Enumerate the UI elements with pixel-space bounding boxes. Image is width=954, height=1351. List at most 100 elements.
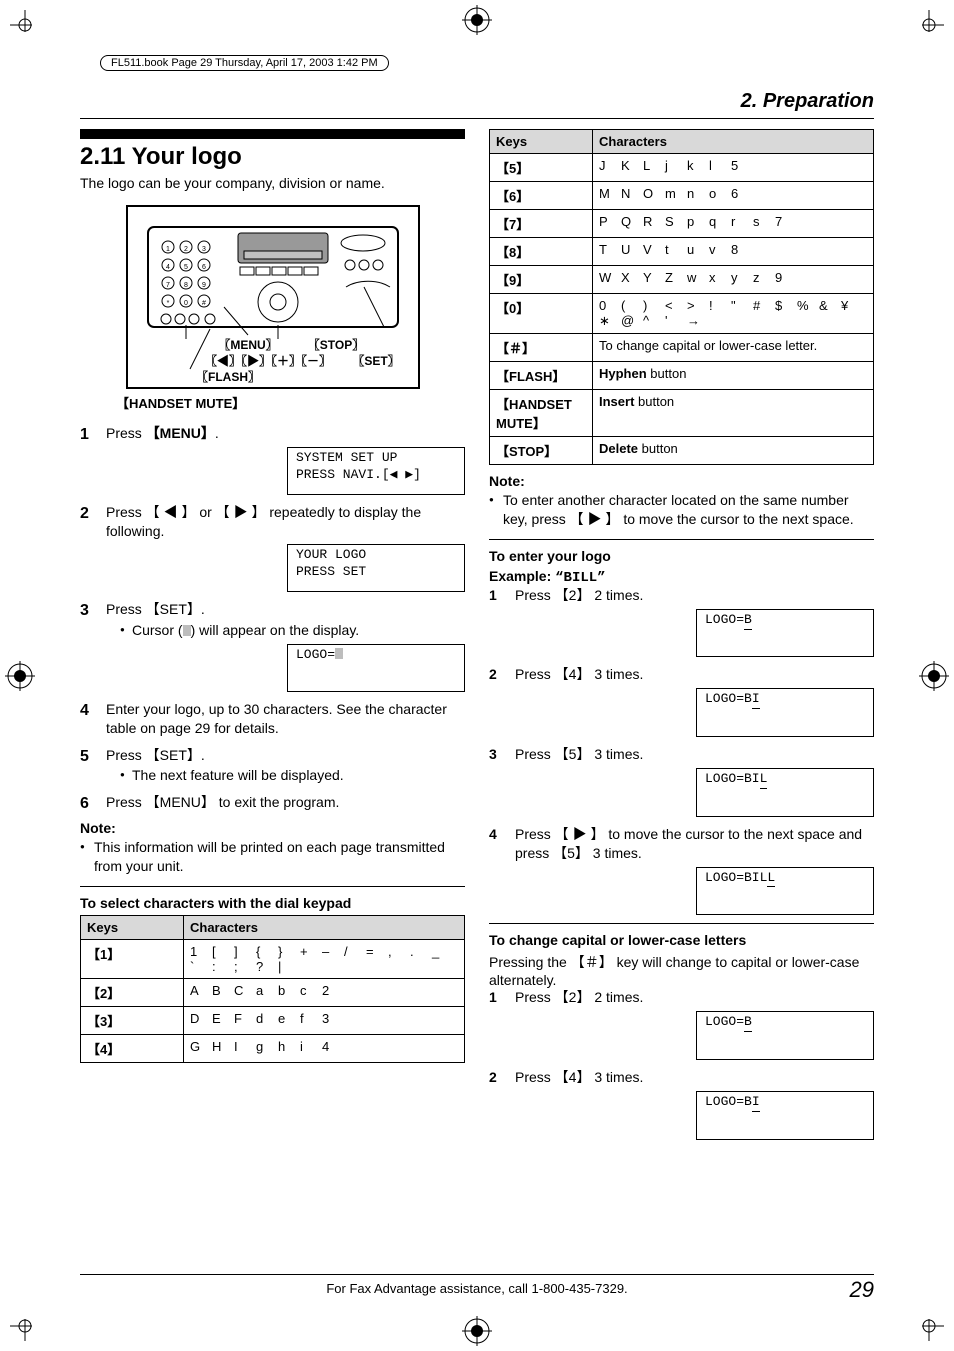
char-cell: ^ xyxy=(643,313,665,329)
char-cell: M xyxy=(599,186,621,201)
char-cell: & xyxy=(819,298,841,313)
char-cell: S xyxy=(665,214,687,229)
char-cell: j xyxy=(665,158,687,173)
step-1: Press 【MENU】. SYSTEM SET UP PRESS NAVI.[… xyxy=(80,424,465,495)
lcd-display: LOGO= xyxy=(287,644,465,692)
step-text: Press 【2】 2 times. xyxy=(515,989,643,1005)
page-number: 29 xyxy=(850,1277,874,1303)
char-cell: K xyxy=(621,158,643,173)
step-text: Press 【 ◀ 】 or 【 ▶ 】 repeatedly to displ… xyxy=(106,504,421,539)
chars-cell: JKLjkl5 xyxy=(593,154,874,182)
char-cell: ∗ xyxy=(599,313,621,329)
table-row: 【STOP】Delete button xyxy=(490,437,874,465)
svg-text:4: 4 xyxy=(166,264,170,271)
lcd-display: LOGO=B xyxy=(696,1011,874,1060)
char-cell: h xyxy=(278,1039,300,1054)
table-row: 【6】MNOmno6 xyxy=(490,182,874,210)
example-value: “BILL” xyxy=(555,570,605,586)
svg-text:3: 3 xyxy=(202,246,206,253)
char-cell: D xyxy=(190,1011,212,1026)
fig-label-nav: 〖◀〗〖▶〗〖＋〗〖－〗 xyxy=(204,353,330,368)
footer-text: For Fax Advantage assistance, call 1-800… xyxy=(326,1281,627,1296)
cursor-icon xyxy=(335,648,343,659)
key-cell: 【0】 xyxy=(490,294,593,334)
step-text: Press 【SET】. xyxy=(106,747,205,763)
key-cell: 【6】 xyxy=(490,182,593,210)
table-row: 【3】DEFdef3 xyxy=(81,1007,465,1035)
lcd-display: LOGO=BI xyxy=(696,1091,874,1140)
char-cell: 9 xyxy=(775,270,797,285)
key-cell: 【STOP】 xyxy=(490,437,593,465)
step: Press 【2】 2 times. LOGO=B xyxy=(489,586,874,658)
chapter-title: 2. Preparation xyxy=(80,90,874,113)
char-cell: ! xyxy=(709,298,731,313)
table-row: 【2】ABCabc2 xyxy=(81,979,465,1007)
table-header: Characters xyxy=(184,916,465,940)
svg-text:7: 7 xyxy=(166,282,170,289)
step-3: Press 【SET】. Cursor () will appear on th… xyxy=(80,600,465,692)
char-cell: . xyxy=(410,944,432,959)
sub-heading: To select characters with the dial keypa… xyxy=(80,895,465,911)
key-cell: 【5】 xyxy=(490,154,593,182)
note-list: This information will be printed on each… xyxy=(80,838,465,876)
chars-cell: GHIghi4 xyxy=(184,1035,465,1063)
svg-text:#: # xyxy=(202,300,206,307)
step: Press 【4】 3 times. LOGO=BI xyxy=(489,665,874,737)
char-cell: 4 xyxy=(322,1039,344,1054)
step-4: Enter your logo, up to 30 characters. Se… xyxy=(80,700,465,738)
step-text: Press 【 ▶ 】 to move the cursor to the ne… xyxy=(515,826,862,861)
sub-bullet: The next feature will be displayed. xyxy=(106,766,465,785)
divider xyxy=(80,118,874,119)
char-cell: N xyxy=(621,186,643,201)
char-cell: 5 xyxy=(731,158,753,173)
registration-mark-icon xyxy=(462,1316,492,1346)
step-2: Press 【 ◀ 】 or 【 ▶ 】 repeatedly to displ… xyxy=(80,503,465,593)
divider xyxy=(80,886,465,887)
char-cell: m xyxy=(665,186,687,201)
key-cell: 【2】 xyxy=(81,979,184,1007)
note-heading: Note: xyxy=(80,820,465,836)
char-cell: } xyxy=(278,944,300,959)
chars-cell: Hyphen button xyxy=(593,362,874,390)
char-cell: U xyxy=(621,242,643,257)
chars-cell: Insert button xyxy=(593,390,874,437)
char-cell: V xyxy=(643,242,665,257)
key-cell: 【9】 xyxy=(490,266,593,294)
char-cell: J xyxy=(599,158,621,173)
chars-cell: TUVtuv8 xyxy=(593,238,874,266)
char-cell: = xyxy=(366,944,388,959)
fig-label-flash: 〖FLASH〗 xyxy=(196,369,260,384)
char-cell: ¥ xyxy=(841,298,863,313)
section-bar xyxy=(80,129,465,139)
char-cell: F xyxy=(234,1011,256,1026)
char-cell: b xyxy=(278,983,300,998)
char-cell: { xyxy=(256,944,278,959)
char-cell: # xyxy=(753,298,775,313)
running-head: FL511.book Page 29 Thursday, April 17, 2… xyxy=(100,55,389,71)
char-cell: f xyxy=(300,1011,322,1026)
table-row: 【FLASH】Hyphen button xyxy=(490,362,874,390)
chars-cell: To change capital or lower-case letter. xyxy=(593,334,874,362)
lcd-display: LOGO=BILL xyxy=(696,867,874,916)
char-cell: C xyxy=(234,983,256,998)
svg-text:1: 1 xyxy=(166,246,170,253)
sub-heading: To enter your logo xyxy=(489,548,874,564)
char-cell: O xyxy=(643,186,665,201)
sub-heading: To change capital or lower-case letters xyxy=(489,932,874,948)
step-text: Press 【MENU】 to exit the program. xyxy=(106,794,339,810)
char-cell: 1 xyxy=(190,944,212,959)
char-cell: I xyxy=(234,1039,256,1054)
note-item: To enter another character located on th… xyxy=(489,491,874,529)
enter-logo-steps: Press 【2】 2 times. LOGO=B Press 【4】 3 ti… xyxy=(489,586,874,916)
char-cell: w xyxy=(687,270,709,285)
char-cell: G xyxy=(190,1039,212,1054)
char-cell: → xyxy=(687,313,709,329)
char-cell: 0 xyxy=(599,298,621,313)
example-label: Example: “BILL” xyxy=(489,568,874,586)
section-title: 2.11 Your logo xyxy=(80,143,465,171)
table-row: 【HANDSET MUTE】Insert button xyxy=(490,390,874,437)
fig-label-handset-mute: 【HANDSET MUTE】 xyxy=(116,393,465,412)
char-cell: a xyxy=(256,983,278,998)
char-cell: 6 xyxy=(731,186,753,201)
chars-cell: WXYZwxyz9 xyxy=(593,266,874,294)
